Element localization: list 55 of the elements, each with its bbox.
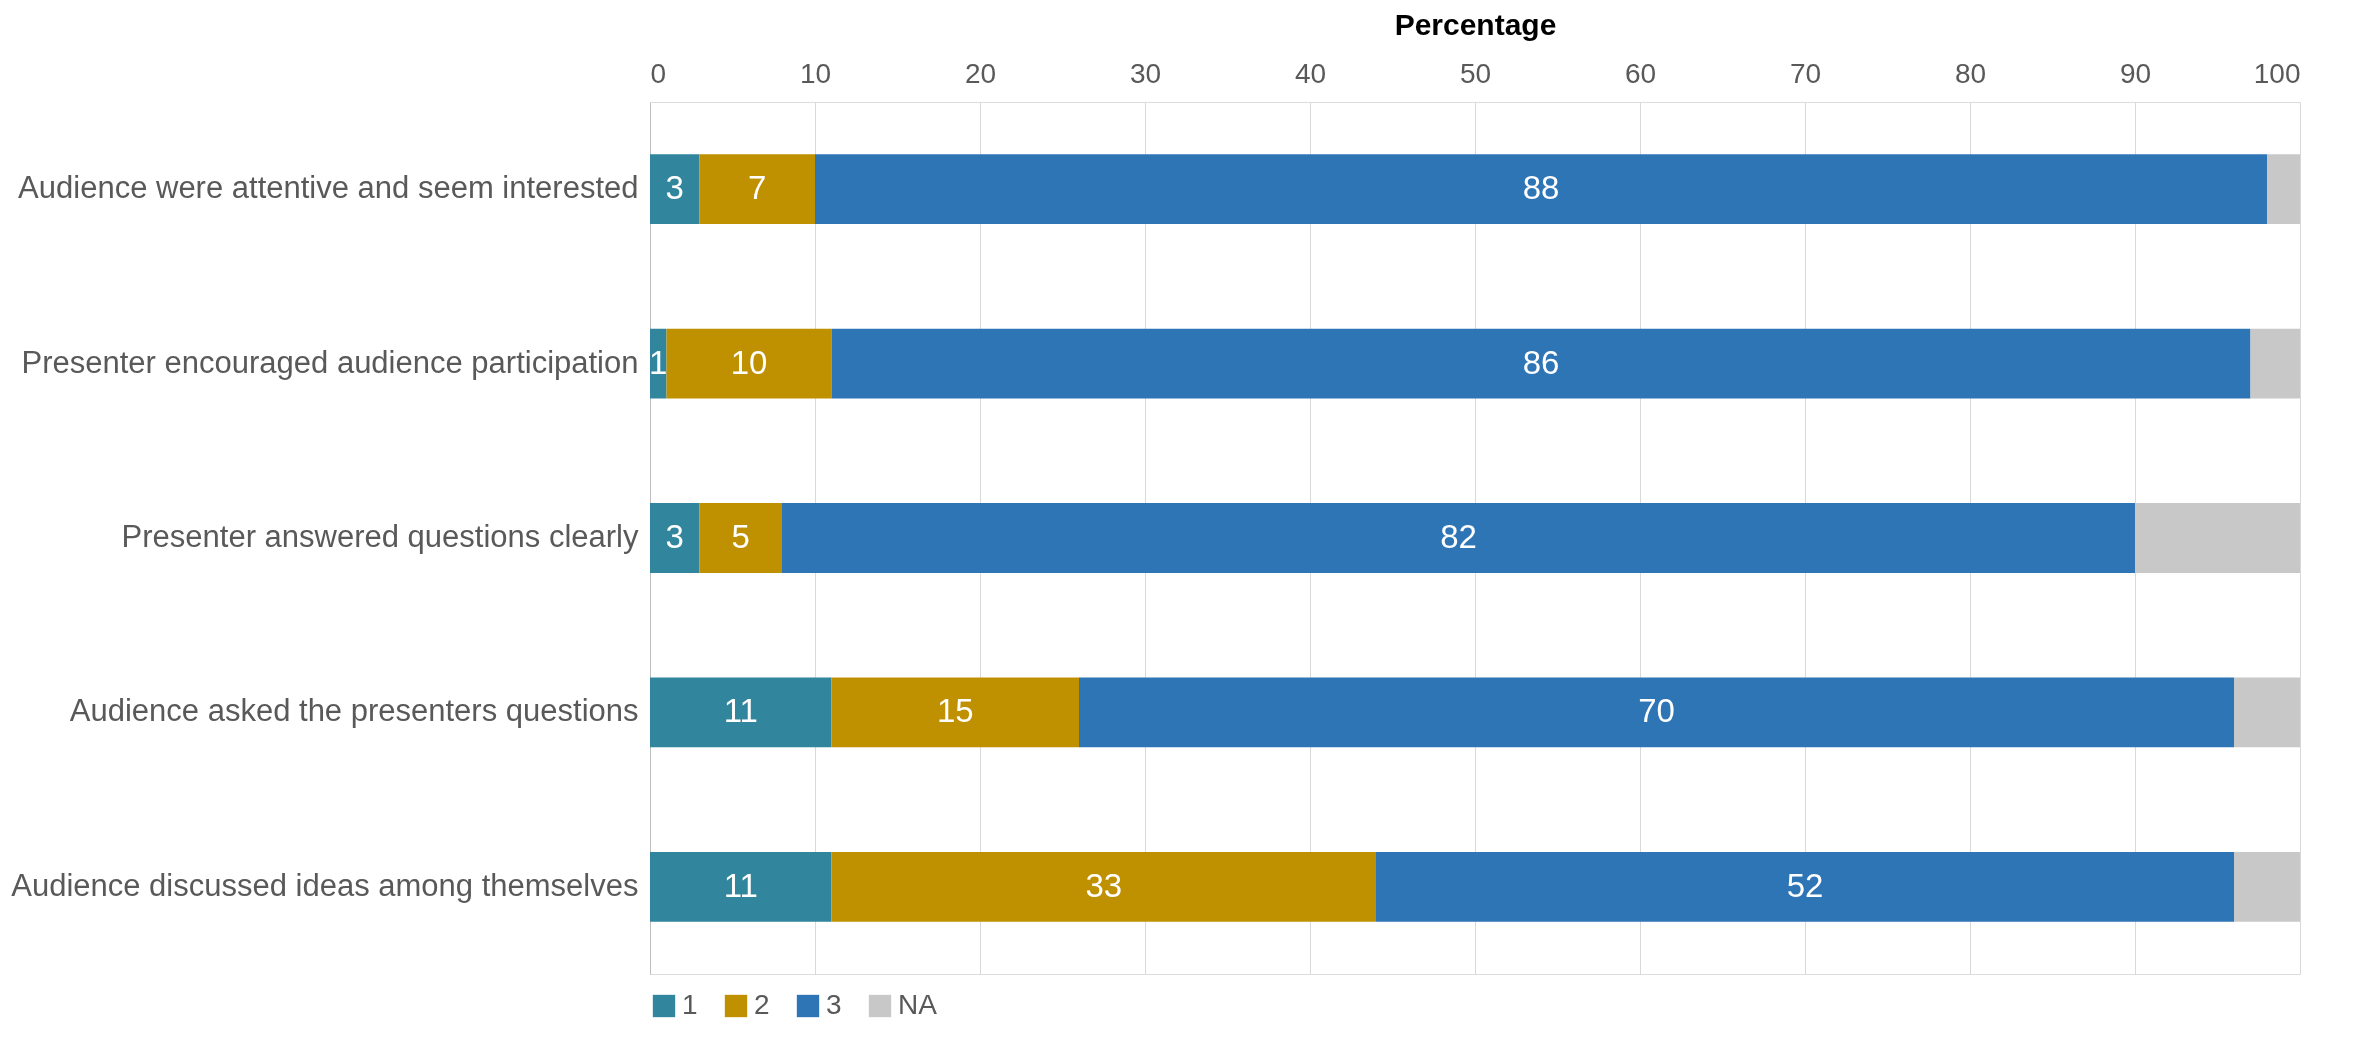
data-label: 11 — [723, 866, 758, 904]
x-tick-label: 20 — [964, 57, 997, 89]
data-label: 15 — [936, 692, 974, 730]
y-tick-label: Audience asked the presenters questions — [69, 693, 639, 729]
data-label: 82 — [1440, 518, 1477, 555]
x-tick-label: 60 — [1624, 57, 1657, 89]
data-label: 52 — [1786, 866, 1824, 904]
data-label: 86 — [1522, 343, 1560, 381]
bar — [2250, 328, 2300, 399]
x-tick-label: 100 — [2253, 57, 2301, 89]
bar — [699, 154, 815, 225]
y-tick-label: Audience were attentive and seem interested — [18, 170, 639, 206]
data-label: 3 — [665, 169, 684, 207]
y-tick-label: Presenter encouraged audience participation — [21, 344, 639, 380]
bar — [1079, 677, 2234, 748]
bar — [2267, 154, 2300, 225]
data-label: 3 — [665, 518, 684, 555]
bar — [831, 677, 1079, 748]
legend-label: 1 — [682, 989, 698, 1020]
legend-label: NA — [898, 989, 938, 1020]
data-label: 10 — [730, 343, 768, 381]
x-tick-label: 10 — [799, 57, 832, 89]
bar — [831, 328, 2251, 399]
bar — [650, 154, 700, 225]
x-tick-label: 30 — [1129, 57, 1162, 89]
x-tick-label: 40 — [1294, 57, 1327, 89]
bar — [782, 503, 2135, 573]
bar — [650, 503, 700, 573]
bar — [815, 154, 2267, 225]
x-tick-label: 0 — [650, 57, 667, 89]
x-tick-label: 70 — [1789, 57, 1822, 89]
bar — [2135, 503, 2300, 573]
bar — [666, 328, 832, 399]
data-label: 7 — [748, 169, 767, 207]
bar — [2234, 677, 2300, 748]
data-label: 88 — [1522, 169, 1560, 207]
bar — [699, 503, 782, 573]
y-tick-label: Presenter answered questions clearly — [121, 519, 639, 554]
bar — [2234, 851, 2300, 922]
bar — [1376, 851, 2234, 922]
data-label: 5 — [731, 518, 750, 555]
data-label: 11 — [723, 692, 758, 730]
x-tick-label: 80 — [1954, 57, 1987, 89]
bar — [650, 677, 832, 748]
y-tick-label: Audience discussed ideas among themselves — [11, 867, 639, 903]
legend-label: 2 — [754, 989, 770, 1020]
bar — [831, 851, 1376, 922]
data-label: 33 — [1085, 866, 1123, 904]
x-axis-title: Percentage — [1394, 7, 1557, 41]
x-tick-label: 50 — [1459, 57, 1492, 89]
data-label: 70 — [1638, 692, 1675, 730]
legend-label: 3 — [826, 989, 842, 1020]
x-tick-label: 90 — [2119, 57, 2152, 89]
bar — [650, 851, 832, 922]
data-label: 1 — [649, 343, 668, 381]
